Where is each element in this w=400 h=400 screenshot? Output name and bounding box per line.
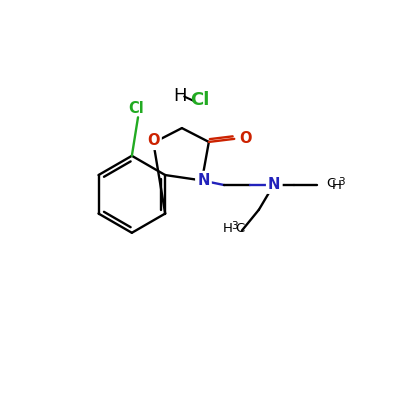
Text: O: O (147, 133, 160, 148)
Text: H: H (332, 179, 342, 192)
Text: 3: 3 (231, 221, 238, 231)
Text: 3: 3 (338, 177, 345, 187)
Text: H: H (173, 87, 186, 105)
Text: C: C (235, 222, 244, 235)
Text: H: H (223, 222, 233, 235)
Text: Cl: Cl (128, 100, 144, 116)
Text: N: N (197, 173, 210, 188)
Text: Cl: Cl (190, 91, 209, 109)
Text: N: N (268, 177, 280, 192)
Text: C: C (326, 177, 335, 190)
Text: O: O (239, 131, 251, 146)
